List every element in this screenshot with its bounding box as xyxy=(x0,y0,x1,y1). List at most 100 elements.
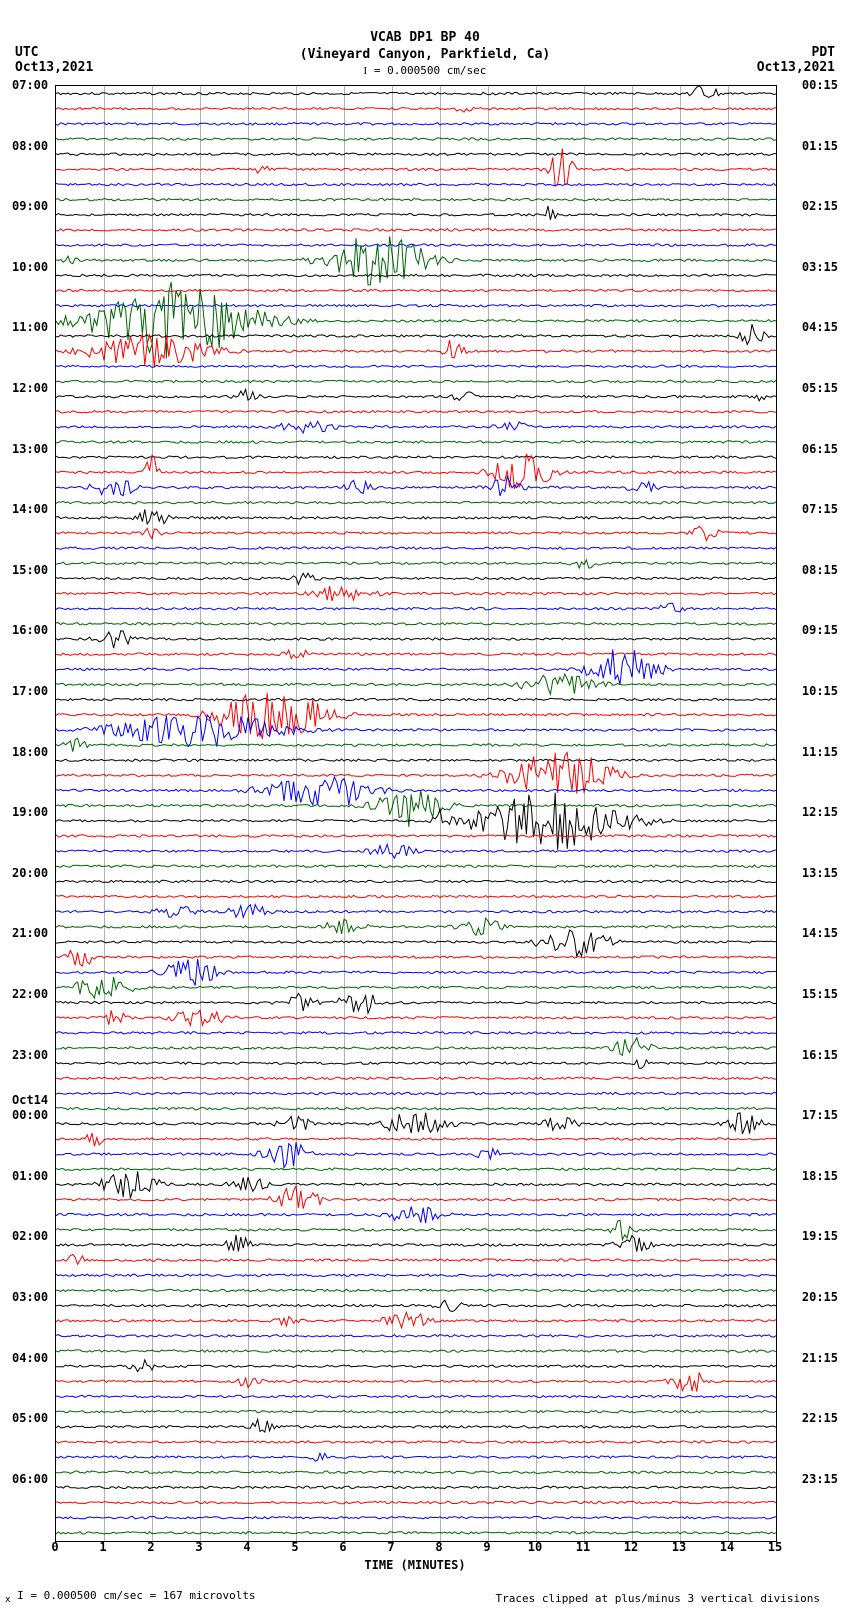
utc-time-label: 07:00 xyxy=(12,78,48,92)
seismic-trace xyxy=(56,1274,776,1276)
seismic-trace xyxy=(56,623,776,625)
footer-right: Traces clipped at plus/minus 3 vertical … xyxy=(495,1592,820,1605)
seismic-trace xyxy=(56,108,776,113)
seismic-trace xyxy=(56,138,776,140)
seismic-trace xyxy=(56,560,776,568)
seismic-trace xyxy=(56,282,776,359)
gridline xyxy=(632,86,633,1541)
pdt-time-label: 16:15 xyxy=(802,1048,838,1062)
scale-marker: I = 0.000500 cm/sec xyxy=(0,64,850,78)
x-tick: 2 xyxy=(147,1540,154,1554)
seismic-trace xyxy=(56,547,776,549)
seismic-trace xyxy=(56,603,776,612)
seismic-trace xyxy=(56,835,776,837)
x-tick: 1 xyxy=(99,1540,106,1554)
gridline xyxy=(344,86,345,1541)
pdt-time-label: 11:15 xyxy=(802,745,838,759)
seismic-trace xyxy=(56,993,776,1013)
pdt-time-label: 14:15 xyxy=(802,926,838,940)
pdt-time-label: 13:15 xyxy=(802,866,838,880)
seismic-trace xyxy=(56,918,776,935)
date-left: Oct13,2021 xyxy=(15,60,93,75)
footer-left: x I = 0.000500 cm/sec = 167 microvolts xyxy=(5,1589,256,1605)
seismic-trace xyxy=(56,198,776,200)
utc-time-label: 21:00 xyxy=(12,926,48,940)
seismic-trace xyxy=(56,1360,776,1372)
seismic-trace xyxy=(56,456,776,458)
date-change-label: Oct14 xyxy=(12,1093,48,1107)
x-tick: 12 xyxy=(624,1540,638,1554)
seismic-trace xyxy=(56,1486,776,1488)
seismic-trace xyxy=(56,959,776,986)
seismic-trace xyxy=(56,715,776,747)
gridline xyxy=(440,86,441,1541)
seismic-trace xyxy=(56,244,776,246)
seismic-trace xyxy=(56,793,776,850)
seismic-trace xyxy=(56,738,776,751)
pdt-time-label: 04:15 xyxy=(802,320,838,334)
seismic-trace xyxy=(56,650,776,659)
utc-time-label: 16:00 xyxy=(12,623,48,637)
header: VCAB DP1 BP 40 (Vineyard Canyon, Parkfie… xyxy=(0,0,850,78)
seismic-trace xyxy=(56,1010,776,1025)
seismic-trace xyxy=(56,1032,776,1034)
x-tick: 14 xyxy=(720,1540,734,1554)
pdt-time-label: 19:15 xyxy=(802,1229,838,1243)
seismic-trace xyxy=(56,229,776,231)
seismic-trace xyxy=(56,123,776,125)
utc-time-label: 05:00 xyxy=(12,1411,48,1425)
seismic-trace xyxy=(56,905,776,918)
pdt-time-label: 15:15 xyxy=(802,987,838,1001)
x-tick: 6 xyxy=(339,1540,346,1554)
x-tick: 3 xyxy=(195,1540,202,1554)
seismic-trace xyxy=(56,1077,776,1079)
seismic-trace xyxy=(56,1312,776,1328)
seismic-trace xyxy=(56,930,776,956)
x-tick: 4 xyxy=(243,1540,250,1554)
pdt-time-label: 07:15 xyxy=(802,502,838,516)
seismic-trace xyxy=(56,236,776,285)
seismic-trace xyxy=(56,421,776,433)
seismic-trace xyxy=(56,631,776,649)
seismic-trace xyxy=(56,1220,776,1239)
pdt-time-label: 03:15 xyxy=(802,260,838,274)
utc-time-label: 14:00 xyxy=(12,502,48,516)
seismic-trace xyxy=(56,1532,776,1534)
seismic-trace xyxy=(56,759,776,761)
traces-svg xyxy=(56,86,776,1541)
seismic-trace xyxy=(56,1517,776,1519)
seismic-trace xyxy=(56,1335,776,1337)
utc-time-label: 02:00 xyxy=(12,1229,48,1243)
x-tick: 9 xyxy=(483,1540,490,1554)
seismic-trace xyxy=(56,1453,776,1461)
utc-time-label: 09:00 xyxy=(12,199,48,213)
seismic-trace xyxy=(56,674,776,694)
pdt-time-label: 18:15 xyxy=(802,1169,838,1183)
utc-time-label: 10:00 xyxy=(12,260,48,274)
seismic-trace xyxy=(56,274,776,276)
seismic-trace xyxy=(56,880,776,882)
utc-time-label: 08:00 xyxy=(12,139,48,153)
seismic-trace xyxy=(56,1235,776,1252)
seismic-trace xyxy=(56,389,776,401)
utc-time-label: 17:00 xyxy=(12,684,48,698)
x-axis: 0123456789101112131415 TIME (MINUTES) xyxy=(55,1540,775,1570)
seismic-trace xyxy=(56,334,776,367)
utc-time-label: 04:00 xyxy=(12,1351,48,1365)
seismic-trace xyxy=(56,289,776,291)
seismic-trace xyxy=(56,1300,776,1311)
pdt-time-label: 09:15 xyxy=(802,623,838,637)
x-tick: 10 xyxy=(528,1540,542,1554)
seismic-trace xyxy=(56,86,776,97)
gridline xyxy=(584,86,585,1541)
seismic-trace xyxy=(56,977,776,998)
seismic-trace xyxy=(56,895,776,897)
seismic-trace xyxy=(56,1113,776,1134)
plot-area xyxy=(55,85,777,1542)
seismic-trace xyxy=(56,1038,776,1056)
seismic-trace xyxy=(56,454,776,489)
utc-time-label: 23:00 xyxy=(12,1048,48,1062)
seismic-trace xyxy=(56,1207,776,1223)
seismic-trace xyxy=(56,844,776,858)
pdt-time-label: 21:15 xyxy=(802,1351,838,1365)
